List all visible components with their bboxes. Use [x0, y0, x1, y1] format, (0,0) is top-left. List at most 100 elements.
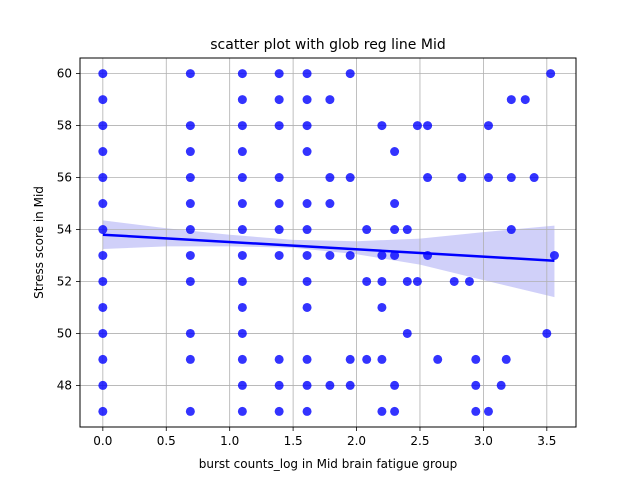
x-tick-label: 3.0	[474, 434, 493, 448]
data-point	[325, 250, 335, 260]
data-point	[237, 199, 247, 209]
data-point	[483, 121, 493, 131]
data-point	[529, 173, 539, 183]
data-point	[185, 225, 195, 235]
data-point	[483, 406, 493, 416]
data-point	[506, 173, 516, 183]
data-point	[274, 95, 284, 105]
data-point	[377, 406, 387, 416]
data-point	[483, 173, 493, 183]
data-point	[390, 380, 400, 390]
confidence-band	[102, 220, 555, 298]
data-point	[345, 69, 355, 79]
data-point	[185, 406, 195, 416]
data-point	[390, 199, 400, 209]
data-point	[98, 380, 108, 390]
data-point	[98, 95, 108, 105]
data-point	[302, 69, 312, 79]
x-tick-label: 2.0	[347, 434, 366, 448]
data-point	[362, 354, 372, 364]
data-point	[237, 121, 247, 131]
data-point	[185, 354, 195, 364]
data-point	[237, 225, 247, 235]
y-tick-label: 56	[57, 171, 72, 185]
data-point	[423, 173, 433, 183]
data-point	[345, 380, 355, 390]
data-point	[325, 199, 335, 209]
data-point	[390, 250, 400, 260]
data-point	[496, 380, 506, 390]
regression-line	[102, 233, 555, 262]
data-point	[457, 173, 467, 183]
data-point	[98, 250, 108, 260]
data-point	[302, 276, 312, 286]
data-point	[98, 225, 108, 235]
data-point	[377, 121, 387, 131]
data-point	[412, 121, 422, 131]
data-point	[185, 250, 195, 260]
data-point	[274, 354, 284, 364]
x-tick-label: 1.5	[284, 434, 303, 448]
x-tick-label: 0.0	[93, 434, 112, 448]
data-point	[237, 173, 247, 183]
data-point	[325, 95, 335, 105]
data-point	[501, 354, 511, 364]
data-point	[237, 147, 247, 157]
data-point	[345, 173, 355, 183]
data-point	[471, 354, 481, 364]
data-point	[471, 406, 481, 416]
data-point	[98, 173, 108, 183]
data-point	[274, 121, 284, 131]
data-point	[302, 225, 312, 235]
data-point	[506, 225, 516, 235]
data-point	[185, 173, 195, 183]
data-point	[274, 173, 284, 183]
data-point	[185, 69, 195, 79]
data-point	[506, 95, 516, 105]
chart-title: scatter plot with glob reg line Mid	[210, 37, 445, 53]
y-tick-label: 50	[57, 326, 72, 340]
data-point	[423, 121, 433, 131]
data-point	[546, 69, 556, 79]
data-point	[237, 250, 247, 260]
data-point	[464, 276, 474, 286]
data-point	[449, 276, 459, 286]
data-point	[237, 380, 247, 390]
data-point	[377, 250, 387, 260]
x-axis-label: burst counts_log in Mid brain fatigue gr…	[199, 457, 458, 471]
y-tick-label: 48	[57, 378, 72, 392]
y-axis-label: Stress score in Mid	[32, 186, 46, 299]
data-point	[520, 95, 530, 105]
data-point	[345, 250, 355, 260]
x-tick-label: 1.0	[220, 434, 239, 448]
data-point	[302, 95, 312, 105]
data-point	[542, 328, 552, 338]
data-point	[98, 276, 108, 286]
data-point	[98, 406, 108, 416]
data-point	[302, 121, 312, 131]
data-point	[185, 328, 195, 338]
data-point	[325, 173, 335, 183]
data-point	[237, 69, 247, 79]
data-point	[402, 328, 412, 338]
data-point	[274, 250, 284, 260]
data-point	[98, 69, 108, 79]
data-point	[98, 302, 108, 312]
data-point	[377, 302, 387, 312]
data-point	[412, 276, 422, 286]
data-point	[390, 406, 400, 416]
data-point	[471, 380, 481, 390]
data-point	[549, 250, 559, 260]
data-point	[98, 328, 108, 338]
data-point	[390, 147, 400, 157]
data-point	[98, 147, 108, 157]
data-point	[98, 121, 108, 131]
data-point	[302, 406, 312, 416]
data-point	[185, 276, 195, 286]
plot-frame	[79, 57, 577, 428]
data-point	[237, 302, 247, 312]
data-point	[237, 354, 247, 364]
data-point	[237, 328, 247, 338]
data-point	[274, 69, 284, 79]
